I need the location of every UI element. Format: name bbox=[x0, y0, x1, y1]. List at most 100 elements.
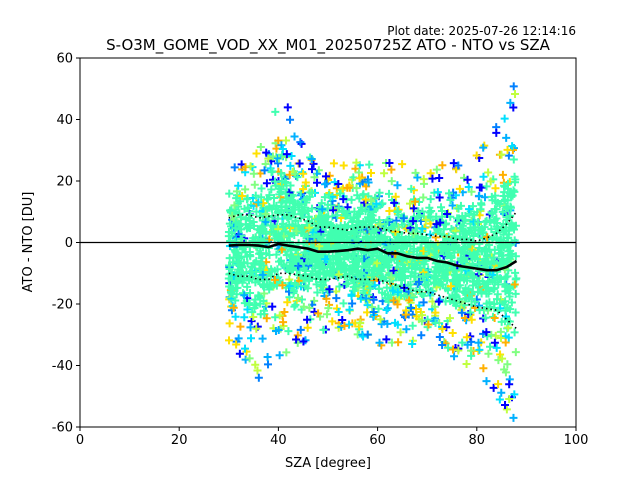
scatter-point bbox=[356, 319, 365, 328]
scatter-point bbox=[286, 181, 295, 190]
scatter-point bbox=[464, 182, 473, 191]
scatter-point bbox=[268, 152, 277, 161]
scatter-point bbox=[372, 199, 381, 208]
scatter-point bbox=[491, 184, 500, 193]
scatter-point bbox=[299, 169, 308, 178]
scatter-point bbox=[393, 300, 402, 309]
scatter-point bbox=[385, 189, 394, 198]
scatter-point bbox=[511, 252, 520, 261]
scatter-point bbox=[454, 245, 463, 254]
scatter-point bbox=[462, 360, 471, 369]
scatter-point bbox=[322, 294, 331, 303]
scatter-point bbox=[367, 217, 376, 226]
scatter-point bbox=[252, 324, 261, 333]
scatter-point bbox=[457, 308, 466, 317]
scatter-point bbox=[479, 364, 488, 373]
scatter-point bbox=[277, 185, 286, 194]
scatter-point bbox=[467, 315, 476, 324]
scatter-point bbox=[365, 160, 374, 169]
scatter-point bbox=[474, 230, 483, 239]
scatter-point bbox=[296, 138, 305, 147]
scatter-point bbox=[487, 225, 496, 234]
scatter-point bbox=[286, 161, 295, 170]
scatter-point bbox=[484, 349, 493, 358]
scatter-point bbox=[441, 297, 450, 306]
scatter-point bbox=[249, 312, 258, 321]
scatter-point bbox=[383, 216, 392, 225]
scatter-point bbox=[250, 259, 259, 268]
scatter-point bbox=[369, 295, 378, 304]
scatter-point bbox=[368, 255, 377, 264]
scatter-point bbox=[329, 159, 338, 168]
scatter-point bbox=[501, 306, 510, 315]
scatter-point bbox=[448, 201, 457, 210]
scatter-point bbox=[313, 215, 322, 224]
scatter-point bbox=[511, 268, 520, 277]
scatter-point bbox=[359, 286, 368, 295]
scatter-point bbox=[225, 336, 234, 345]
scatter-point bbox=[502, 405, 511, 414]
scatter-point bbox=[445, 314, 454, 323]
scatter-point bbox=[352, 184, 361, 193]
scatter-point bbox=[418, 224, 427, 233]
y-tick-label: 20 bbox=[56, 175, 73, 190]
scatter-point bbox=[304, 257, 313, 266]
scatter-point bbox=[404, 232, 413, 241]
scatter-point bbox=[315, 242, 324, 251]
scatter-point bbox=[263, 353, 272, 362]
scatter-point bbox=[339, 299, 348, 308]
scatter-point bbox=[435, 278, 444, 287]
scatter-point bbox=[255, 249, 264, 258]
scatter-point bbox=[259, 296, 268, 305]
scatter-point bbox=[396, 328, 405, 337]
scatter-point bbox=[486, 302, 495, 311]
scatter-point bbox=[241, 355, 250, 364]
scatter-point bbox=[442, 242, 451, 251]
scatter-point bbox=[310, 173, 319, 182]
scatter-point bbox=[261, 218, 270, 227]
scatter-point bbox=[257, 193, 266, 202]
scatter-point bbox=[227, 229, 236, 238]
scatter-point bbox=[355, 272, 364, 281]
scatter-point bbox=[263, 195, 272, 204]
scatter-point bbox=[237, 262, 246, 271]
scatter-point bbox=[393, 207, 402, 216]
scatter-point bbox=[297, 295, 306, 304]
scatter-point bbox=[475, 191, 484, 200]
scatter-point bbox=[435, 332, 444, 341]
scatter-point bbox=[501, 338, 510, 347]
scatter-point bbox=[383, 304, 392, 313]
y-tick-label: -40 bbox=[52, 359, 73, 374]
scatter-point bbox=[382, 335, 391, 344]
scatter-point bbox=[495, 259, 504, 268]
scatter-point bbox=[351, 261, 360, 270]
scatter-point bbox=[418, 311, 427, 320]
scatter-point bbox=[259, 306, 268, 315]
scatter-point bbox=[393, 258, 402, 267]
scatter-point bbox=[489, 270, 498, 279]
scatter-point bbox=[387, 165, 396, 174]
scatter-point bbox=[254, 198, 263, 207]
scatter-point bbox=[368, 303, 377, 312]
scatter-point bbox=[307, 154, 316, 163]
scatter-point bbox=[379, 262, 388, 271]
scatter-point bbox=[500, 195, 509, 204]
scatter-point bbox=[477, 287, 486, 296]
scatter-point bbox=[492, 343, 501, 352]
scatter-point bbox=[408, 321, 417, 330]
scatter-point bbox=[497, 244, 506, 253]
scatter-point bbox=[365, 265, 374, 274]
scatter-point bbox=[247, 334, 256, 343]
scatter-point bbox=[503, 234, 512, 243]
scatter-point bbox=[294, 252, 303, 261]
scatter-point bbox=[482, 182, 491, 191]
scatter-point bbox=[332, 294, 341, 303]
scatter-point bbox=[289, 287, 298, 296]
scatter-point bbox=[313, 288, 322, 297]
scatter-point bbox=[507, 298, 516, 307]
scatter-point bbox=[338, 316, 347, 325]
scatter-point bbox=[225, 254, 234, 263]
scatter-point bbox=[439, 225, 448, 234]
scatter-point bbox=[303, 284, 312, 293]
scatter-point bbox=[303, 232, 312, 241]
